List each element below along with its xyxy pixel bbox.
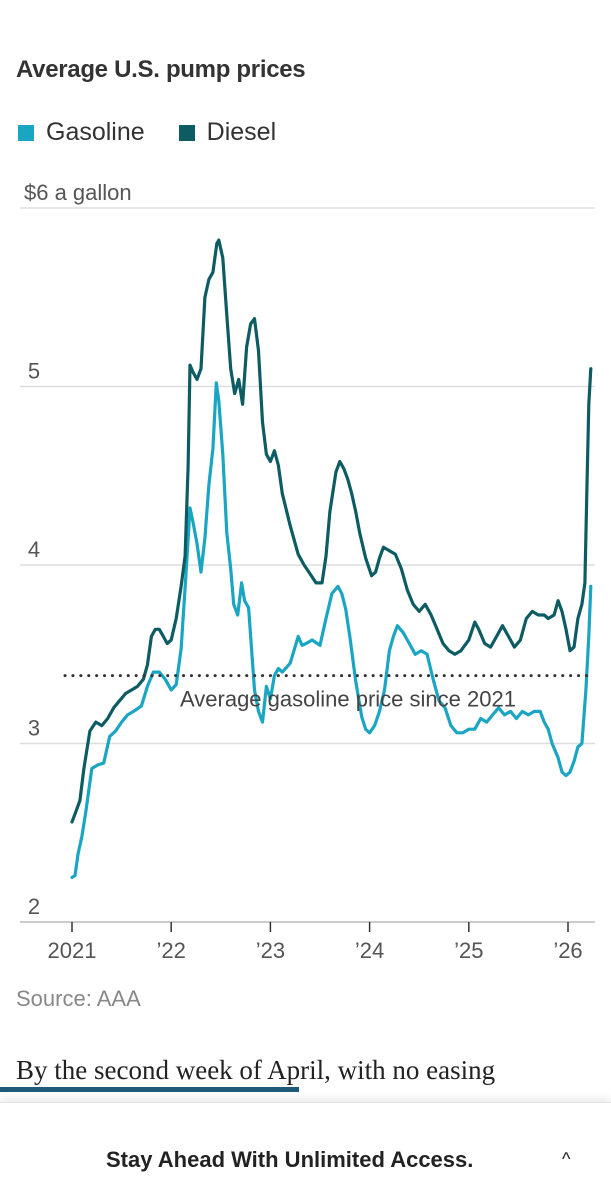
reading-progress-bar xyxy=(0,1087,611,1092)
reading-progress-fill xyxy=(0,1087,300,1092)
x-tick-label-2025: ’25 xyxy=(454,938,483,963)
x-tick-label-2022: ’22 xyxy=(157,938,186,963)
y-tick-label-2: 2 xyxy=(28,894,40,919)
chart-title: Average U.S. pump prices xyxy=(16,56,306,83)
reference-line-label: Average gasoline price since 2021 xyxy=(180,687,516,712)
y-tick-label-6: $6 a gallon xyxy=(24,180,132,205)
x-tick-label-2026: ’26 xyxy=(553,938,582,963)
x-tick-label-2021: 2021 xyxy=(48,938,97,963)
chart-source: Source: AAA xyxy=(16,986,141,1011)
legend-label-diesel: Diesel xyxy=(206,118,277,146)
legend-swatch-gasoline xyxy=(18,124,34,141)
y-tick-label-5: 5 xyxy=(28,359,40,384)
x-tick-label-2023: ’23 xyxy=(256,938,285,963)
y-tick-label-4: 4 xyxy=(28,537,40,562)
legend-item-gasoline: Gasoline xyxy=(18,118,145,147)
subscription-banner-text[interactable]: Stay Ahead With Unlimited Access. xyxy=(106,1147,474,1172)
series-line-gasoline xyxy=(70,381,593,879)
article-text: By the second week of April, with no eas… xyxy=(16,1055,496,1085)
y-tick-label-3: 3 xyxy=(28,716,40,741)
legend-item-diesel: Diesel xyxy=(178,118,277,147)
x-tick-label-2024: ’24 xyxy=(355,938,384,963)
legend-swatch-diesel xyxy=(178,124,195,141)
legend-label-gasoline: Gasoline xyxy=(46,118,145,146)
chevron-up-icon[interactable]: ^ xyxy=(562,1149,571,1169)
chart-legend: Gasoline Diesel xyxy=(18,118,310,147)
subscription-banner[interactable]: Stay Ahead With Unlimited Access. ^ xyxy=(0,1102,611,1201)
line-chart: 2 3 4 5 $6 a gallon 2021 ’22 ’23 ’24 ’25 ’26 Averag… xyxy=(20,180,595,963)
series-line-diesel xyxy=(70,238,593,824)
